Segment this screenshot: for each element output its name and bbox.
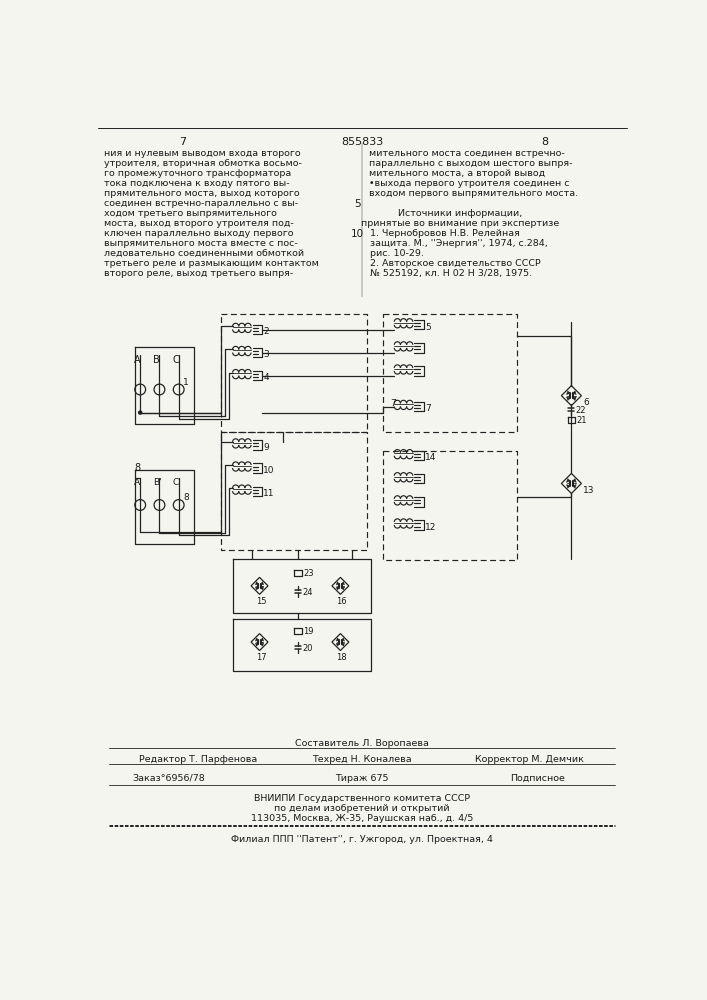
Text: выпрямительного моста вместе с пос-: выпрямительного моста вместе с пос- (104, 239, 298, 248)
Text: Подписное: Подписное (510, 774, 565, 783)
Text: 2: 2 (264, 327, 269, 336)
Text: 113035, Москва, Ж-35, Раушская наб., д. 4/5: 113035, Москва, Ж-35, Раушская наб., д. … (251, 814, 473, 823)
Polygon shape (566, 485, 571, 488)
Text: ходом третьего выпрямительного: ходом третьего выпрямительного (104, 209, 277, 218)
Text: C': C' (173, 478, 181, 487)
Text: Редактор Т. Парфенова: Редактор Т. Парфенова (139, 755, 257, 764)
Text: прямительного моста, выход которого: прямительного моста, выход которого (104, 189, 300, 198)
Text: B': B' (153, 478, 162, 487)
Text: 22: 22 (575, 406, 585, 415)
Text: 7: 7 (179, 137, 186, 147)
Polygon shape (341, 638, 344, 641)
Text: входом первого выпрямительного моста.: входом первого выпрямительного моста. (369, 189, 578, 198)
Text: соединен встречно-параллельно с вы-: соединен встречно-параллельно с вы- (104, 199, 298, 208)
Text: утроителя, вторичная обмотка восьмо-: утроителя, вторичная обмотка восьмо- (104, 159, 302, 168)
Polygon shape (573, 391, 576, 395)
Polygon shape (566, 391, 571, 395)
Text: 8: 8 (134, 463, 140, 473)
Text: 12: 12 (425, 523, 436, 532)
Text: 20: 20 (302, 644, 312, 653)
Text: по делам изобретений и открытий: по делам изобретений и открытий (274, 804, 450, 813)
Text: 10: 10 (264, 466, 275, 475)
Text: принятые во внимание при экспертизе: принятые во внимание при экспертизе (361, 219, 559, 228)
Text: третьего реле и размыкающим контактом: третьего реле и размыкающим контактом (104, 259, 319, 268)
Polygon shape (255, 643, 259, 646)
Text: 23: 23 (303, 569, 314, 578)
Circle shape (139, 411, 141, 414)
Polygon shape (337, 643, 339, 646)
Text: 16: 16 (337, 597, 347, 606)
Text: Составитель Л. Воропаева: Составитель Л. Воропаева (295, 739, 429, 748)
Text: 21: 21 (576, 416, 587, 425)
Polygon shape (341, 582, 344, 585)
Polygon shape (337, 638, 339, 641)
Text: •выхода первого утроителя соединен с: •выхода первого утроителя соединен с (369, 179, 569, 188)
Polygon shape (573, 479, 576, 482)
Polygon shape (260, 582, 264, 585)
Text: C: C (173, 355, 180, 365)
Text: моста, выход второго утроителя под-: моста, выход второго утроителя под- (104, 219, 293, 228)
Text: B: B (153, 355, 160, 365)
Text: A: A (134, 355, 141, 365)
Text: 855833: 855833 (341, 137, 383, 147)
Polygon shape (337, 587, 339, 590)
Text: рис. 10-29.: рис. 10-29. (370, 249, 423, 258)
Polygon shape (255, 582, 259, 585)
Text: 8: 8 (183, 493, 189, 502)
Polygon shape (260, 638, 264, 641)
Text: 9: 9 (264, 443, 269, 452)
Text: 7: 7 (390, 399, 396, 408)
Text: 1. Чернобровов Н.В. Релейная: 1. Чернобровов Н.В. Релейная (370, 229, 520, 238)
Text: № 525192, кл. Н 02 Н 3/28, 1975.: № 525192, кл. Н 02 Н 3/28, 1975. (370, 269, 532, 278)
Polygon shape (260, 587, 264, 590)
Polygon shape (255, 587, 259, 590)
Text: мительного моста соединен встречно-: мительного моста соединен встречно- (369, 149, 565, 158)
Text: Заказ°6956/78: Заказ°6956/78 (132, 774, 205, 783)
Text: 7: 7 (425, 404, 431, 413)
Text: ВНИИПИ Государственного комитета СССР: ВНИИПИ Государственного комитета СССР (254, 794, 470, 803)
Text: 2. Авторское свидетельство СССР: 2. Авторское свидетельство СССР (370, 259, 540, 268)
Text: Тираж 675: Тираж 675 (335, 774, 389, 783)
Text: 19: 19 (303, 627, 314, 636)
Text: 10: 10 (351, 229, 364, 239)
Polygon shape (255, 638, 259, 641)
Text: 14: 14 (425, 453, 436, 462)
Text: Корректор М. Демчик: Корректор М. Демчик (474, 755, 583, 764)
Text: Техред Н. Коналева: Техред Н. Коналева (312, 755, 411, 764)
Text: ния и нулевым выводом входа второго: ния и нулевым выводом входа второго (104, 149, 300, 158)
Text: второго реле, выход третьего выпря-: второго реле, выход третьего выпря- (104, 269, 293, 278)
Text: 5: 5 (354, 199, 361, 209)
Text: тока подключена к входу пятого вы-: тока подключена к входу пятого вы- (104, 179, 290, 188)
Text: 17: 17 (256, 653, 267, 662)
Polygon shape (573, 485, 576, 488)
Polygon shape (341, 587, 344, 590)
Polygon shape (337, 582, 339, 585)
Text: Филиал ППП ''Патент'', г. Ужгород, ул. Проектная, 4: Филиал ППП ''Патент'', г. Ужгород, ул. П… (231, 835, 493, 844)
Polygon shape (260, 643, 264, 646)
Text: 24: 24 (302, 588, 312, 597)
Text: го промежуточного трансформатора: го промежуточного трансформатора (104, 169, 291, 178)
Text: A': A' (134, 478, 143, 487)
Text: 15: 15 (256, 597, 267, 606)
Text: ледовательно соединенными обмоткой: ледовательно соединенными обмоткой (104, 249, 304, 258)
Polygon shape (341, 643, 344, 646)
Text: 6: 6 (583, 398, 589, 407)
Polygon shape (566, 397, 571, 401)
Text: Источники информации,: Источники информации, (397, 209, 522, 218)
Polygon shape (573, 397, 576, 401)
Text: 11: 11 (264, 489, 275, 498)
Text: мительного моста, а второй вывод: мительного моста, а второй вывод (369, 169, 545, 178)
Text: 4: 4 (264, 373, 269, 382)
Text: 13: 13 (583, 486, 595, 495)
Text: защита. М., ''Энергия'', 1974, с.284,: защита. М., ''Энергия'', 1974, с.284, (370, 239, 547, 248)
Text: 1: 1 (183, 378, 189, 387)
Text: ключен параллельно выходу первого: ключен параллельно выходу первого (104, 229, 293, 238)
Text: 18: 18 (337, 653, 347, 662)
Text: 3: 3 (264, 350, 269, 359)
Polygon shape (566, 479, 571, 482)
Text: 5: 5 (425, 323, 431, 332)
Text: параллельно с выходом шестого выпря-: параллельно с выходом шестого выпря- (369, 159, 573, 168)
Text: 8: 8 (541, 137, 548, 147)
